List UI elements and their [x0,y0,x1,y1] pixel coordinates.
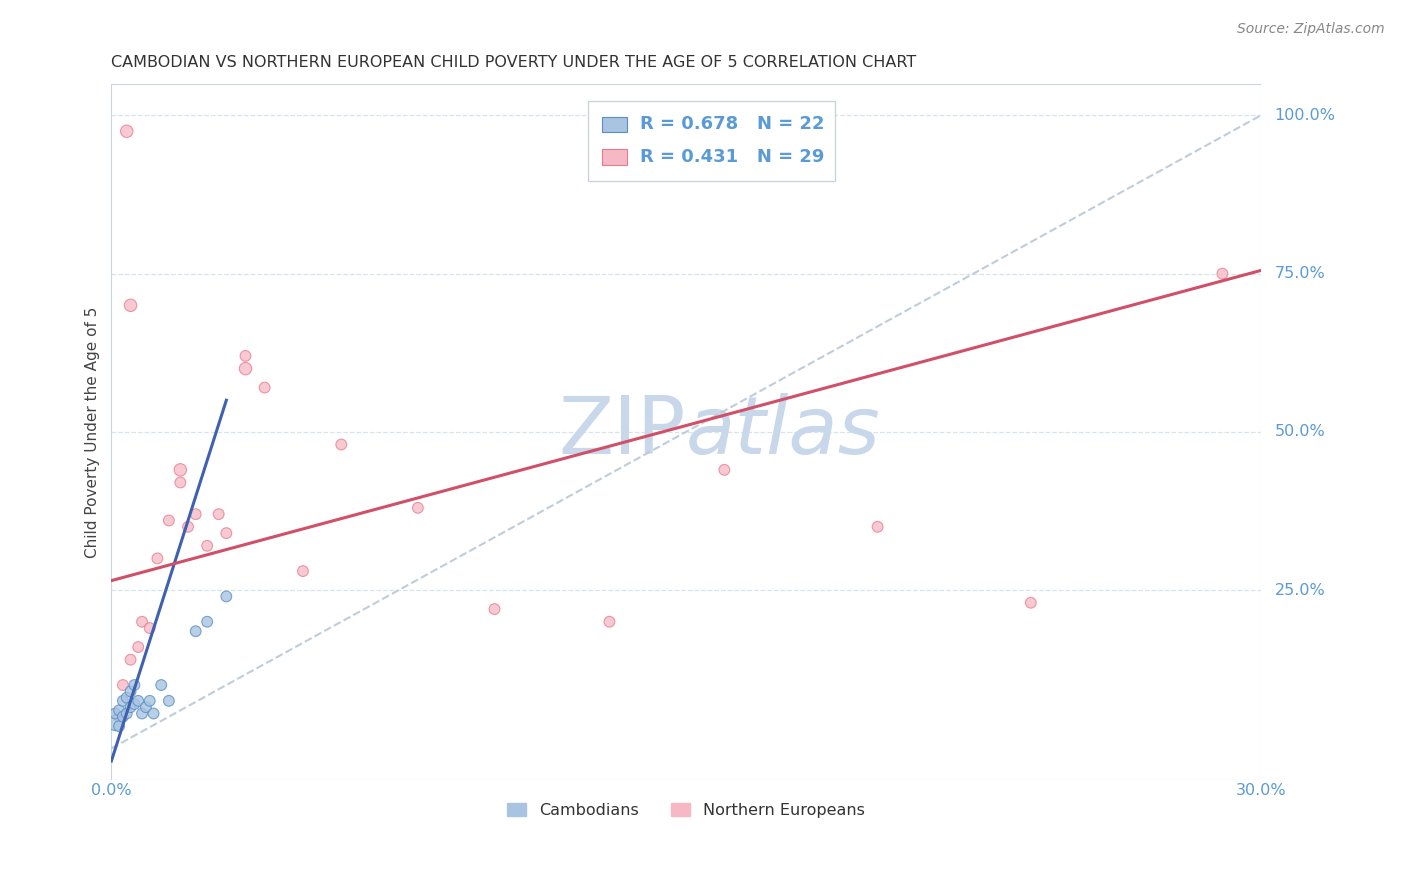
Point [157,694,180,708]
Point [195,615,218,629]
Point [1211,267,1233,281]
Point [115,706,138,721]
Text: CAMBODIAN VS NORTHERN EUROPEAN CHILD POVERTY UNDER THE AGE OF 5 CORRELATION CHAR: CAMBODIAN VS NORTHERN EUROPEAN CHILD POV… [111,55,917,70]
Point [108,719,131,733]
Text: R = 0.431   N = 29: R = 0.431 N = 29 [640,148,824,166]
FancyBboxPatch shape [588,101,835,181]
Text: 75.0%: 75.0% [1274,266,1326,281]
Point [215,526,238,541]
Point [866,520,889,534]
Point [115,690,138,705]
Point [150,678,173,692]
Point [131,615,153,629]
Bar [602,149,627,164]
Point [184,507,207,521]
Point [120,653,142,667]
Point [131,706,153,721]
Point [120,700,142,714]
Point [598,615,620,629]
Point [120,298,142,312]
Text: 25.0%: 25.0% [1274,582,1326,598]
Text: Source: ZipAtlas.com: Source: ZipAtlas.com [1237,22,1385,37]
Point [195,539,218,553]
Point [124,678,146,692]
Point [108,703,131,717]
Point [135,700,157,714]
Point [127,694,149,708]
Point [138,694,160,708]
Point [127,640,149,654]
Point [104,706,127,721]
Point [215,590,238,604]
Point [713,463,735,477]
Point [146,551,169,566]
Point [124,697,146,711]
Text: R = 0.678   N = 22: R = 0.678 N = 22 [640,115,824,133]
Point [330,437,353,451]
Point [484,602,506,616]
Text: ZIP: ZIP [558,392,686,471]
Point [169,463,191,477]
Point [184,624,207,639]
Point [120,684,142,698]
Text: 50.0%: 50.0% [1274,425,1326,440]
Point [1019,596,1042,610]
Point [111,709,134,723]
Point [177,520,200,534]
Point [291,564,314,578]
Point [138,621,160,635]
Point [235,361,257,376]
Text: 0.0%: 0.0% [91,783,132,798]
Point [169,475,191,490]
Point [253,381,276,395]
Point [111,678,134,692]
Legend: Cambodians, Northern Europeans: Cambodians, Northern Europeans [501,797,872,824]
Point [406,500,429,515]
Bar [602,117,627,132]
Text: 100.0%: 100.0% [1274,108,1336,123]
Point [115,124,138,138]
Point [104,716,127,731]
Text: atlas: atlas [686,392,880,471]
Point [108,709,131,723]
Point [208,507,231,521]
Point [157,513,180,527]
Text: 30.0%: 30.0% [1236,783,1286,798]
Point [235,349,257,363]
Point [142,706,165,721]
Y-axis label: Child Poverty Under the Age of 5: Child Poverty Under the Age of 5 [86,306,100,558]
Point [111,694,134,708]
